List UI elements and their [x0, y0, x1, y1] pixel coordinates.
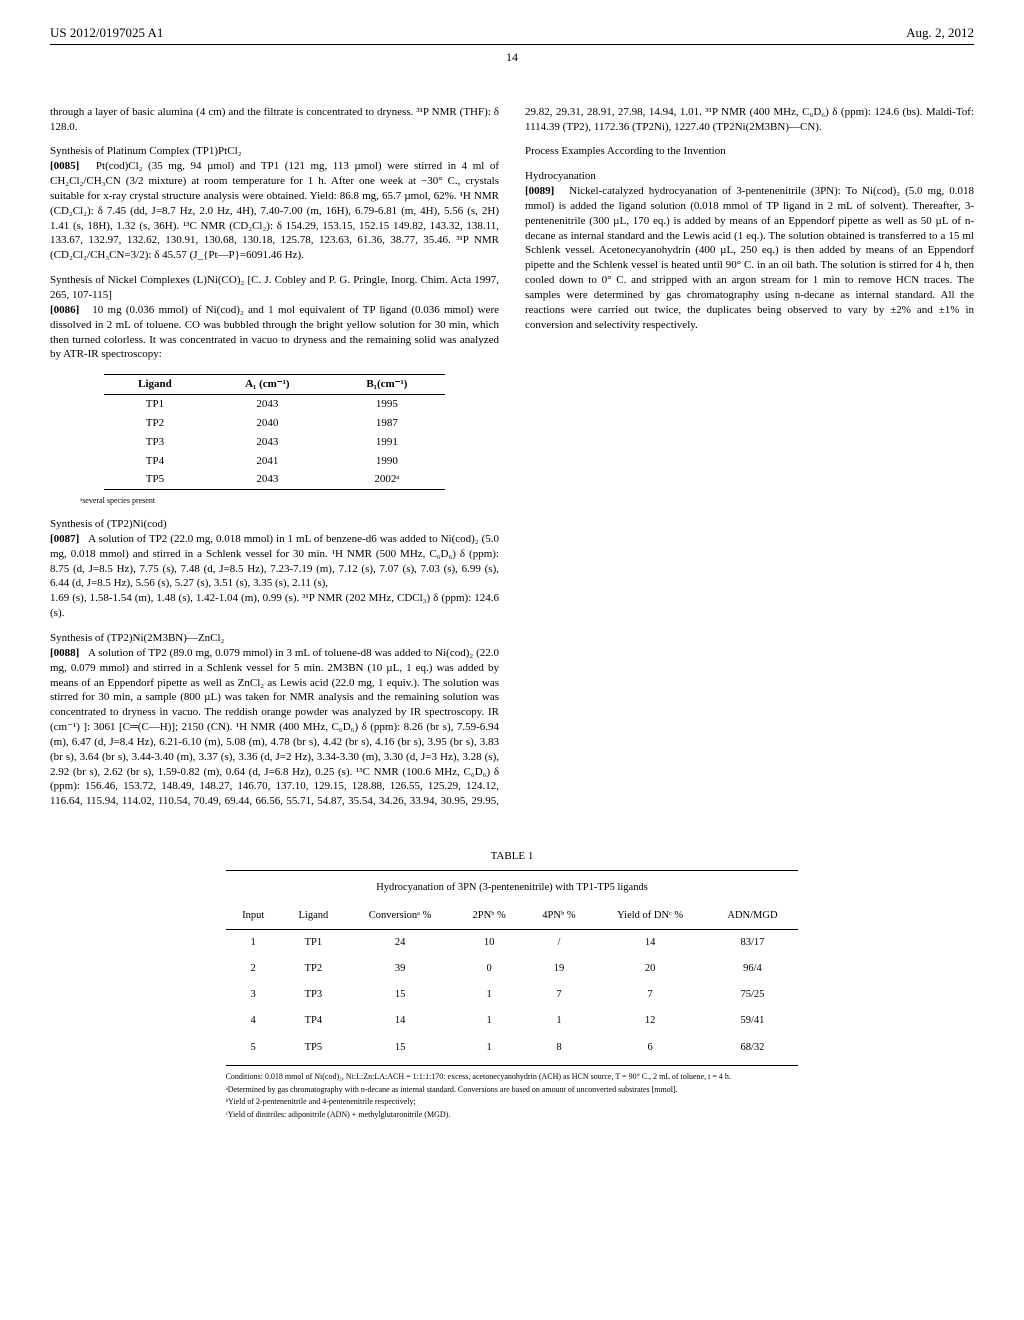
paragraph-text: A solution of TP2 (22.0 mg, 0.018 mmol) … [50, 533, 499, 590]
patent-number: US 2012/0197025 A1 [50, 24, 163, 42]
table1-footnote: ᶜYield of dinitriles: adiponitrile (ADN)… [226, 1110, 799, 1121]
table1-block: TABLE 1 Hydrocyanation of 3PN (3-pentene… [50, 849, 974, 1121]
paragraph-number: [0086] [50, 304, 79, 316]
paragraph-number: [0089] [525, 185, 554, 197]
ligand-th: A₁ (cm⁻¹) [206, 375, 329, 395]
table1-th: Ligand [281, 903, 346, 930]
body-paragraph: [0089] Nickel-catalyzed hydrocyanation o… [525, 184, 974, 332]
paragraph-text: Nickel-catalyzed hydrocyanation of 3-pen… [525, 185, 974, 331]
page-header: US 2012/0197025 A1 Aug. 2, 2012 [50, 24, 974, 45]
table1-th: Conversionᵃ % [346, 903, 454, 930]
ligand-table-block: Ligand A₁ (cm⁻¹) B₁(cm⁻¹) TP120431995 TP… [50, 374, 499, 507]
paragraph-number: [0088] [50, 647, 79, 659]
body-columns: through a layer of basic alumina (4 cm) … [50, 105, 974, 835]
table1-footnote: Conditions: 0.018 mmol of Ni(cod)₂, Ni:L… [226, 1072, 799, 1083]
table1-caption: TABLE 1 [50, 849, 974, 864]
table1-footnote: ᵃDetermined by gas chromatography with n… [226, 1085, 799, 1096]
paragraph-text: 10 mg (0.036 mmol) of Ni(cod)₂ and 1 mol… [50, 304, 499, 361]
body-paragraph: [0085] Pt(cod)Cl₂ (35 mg, 94 µmol) and T… [50, 159, 499, 263]
continuation-paragraph: 1.69 (s), 1.58-1.54 (m), 1.48 (s), 1.42-… [50, 591, 499, 621]
table-row: 2TP2390192096/4 [226, 956, 799, 982]
section-heading: Synthesis of Platinum Complex (TP1)PtCl₂ [50, 144, 499, 159]
body-paragraph: [0086] 10 mg (0.036 mmol) of Ni(cod)₂ an… [50, 303, 499, 362]
table-row: 1TP12410/1483/17 [226, 929, 799, 956]
table1-title: Hydrocyanation of 3PN (3-pentenenitrile)… [226, 870, 799, 903]
paragraph-number: [0087] [50, 533, 79, 545]
patent-date: Aug. 2, 2012 [906, 24, 974, 42]
table1-footnotes: Conditions: 0.018 mmol of Ni(cod)₂, Ni:L… [226, 1072, 799, 1121]
page-number: 14 [50, 49, 974, 65]
section-heading: Synthesis of Nickel Complexes (L)Ni(CO)₂… [50, 273, 499, 303]
table1-th: 4PNᵇ % [524, 903, 594, 930]
continuation-paragraph: through a layer of basic alumina (4 cm) … [50, 105, 499, 135]
centered-subheading: Process Examples According to the Invent… [525, 144, 974, 159]
body-paragraph: [0087] A solution of TP2 (22.0 mg, 0.018… [50, 532, 499, 591]
table-row: 4TP414111259/41 [226, 1008, 799, 1034]
paragraph-text: Pt(cod)Cl₂ (35 mg, 94 µmol) and TP1 (121… [50, 160, 499, 261]
table1-footnote: ᵇYield of 2-pentenenitrile and 4-pentene… [226, 1097, 799, 1108]
section-heading: Hydrocyanation [525, 169, 974, 184]
table-row: 5TP51518668/32 [226, 1035, 799, 1066]
table1-th: ADN/MGD [706, 903, 798, 930]
ligand-th: B₁(cm⁻¹) [329, 375, 445, 395]
paragraph-number: [0085] [50, 160, 79, 172]
section-heading: Synthesis of (TP2)Ni(2M3BN)—ZnCl₂ [50, 631, 499, 646]
table-row: 3TP31517775/25 [226, 982, 799, 1008]
table-footnote: ᵃseveral species present [80, 496, 499, 507]
ligand-th: Ligand [104, 375, 206, 395]
table1-th: 2PNᵇ % [454, 903, 524, 930]
table1-th: Yield of DNᶜ % [594, 903, 707, 930]
section-heading: Synthesis of (TP2)Ni(cod) [50, 517, 499, 532]
table1-th: Input [226, 903, 281, 930]
table1: Hydrocyanation of 3PN (3-pentenenitrile)… [226, 870, 799, 1066]
ligand-table: Ligand A₁ (cm⁻¹) B₁(cm⁻¹) TP120431995 TP… [104, 374, 445, 490]
